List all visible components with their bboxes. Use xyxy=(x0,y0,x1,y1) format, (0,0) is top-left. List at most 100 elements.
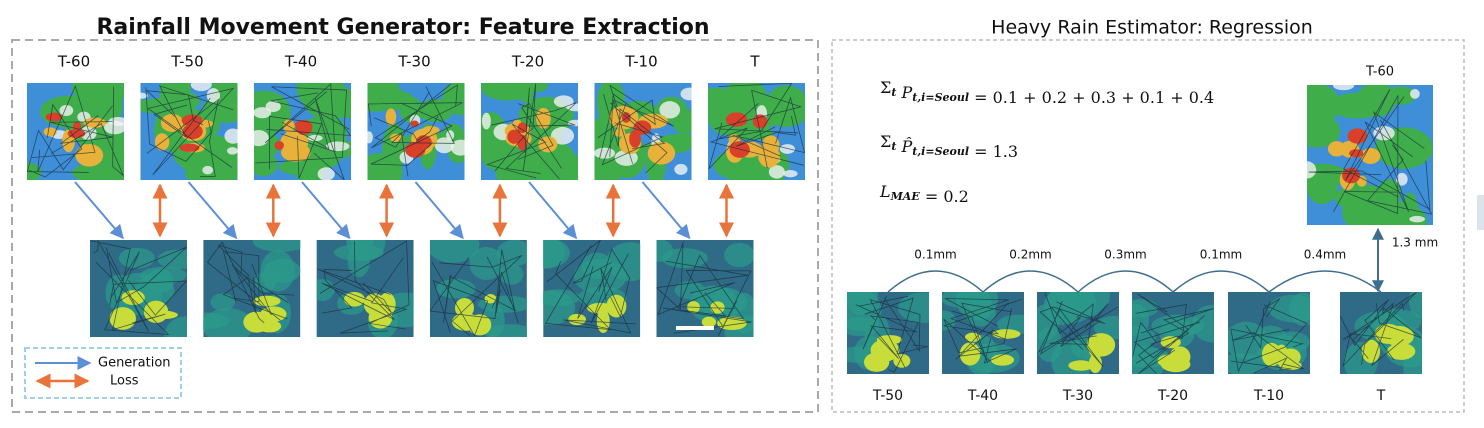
blob xyxy=(455,297,474,318)
predicted-image xyxy=(543,240,641,337)
predicted-image xyxy=(656,240,754,337)
blob xyxy=(317,167,335,180)
step-arc xyxy=(1268,270,1382,293)
equation-term: P̂ xyxy=(896,137,912,156)
predicted-image xyxy=(1340,292,1422,374)
blob xyxy=(307,134,323,142)
blob xyxy=(536,107,551,129)
generator-title: Rainfall Movement Generator: Feature Ext… xyxy=(96,15,709,40)
blob xyxy=(143,300,169,324)
step-label: 0.2mm xyxy=(1009,248,1051,262)
step-arc xyxy=(982,270,1079,293)
frame-label: T-30 xyxy=(1062,388,1093,404)
blob xyxy=(594,130,611,152)
map-layer xyxy=(656,240,754,337)
blob xyxy=(468,314,492,336)
legend-loss: Loss xyxy=(110,374,139,389)
border-lines xyxy=(316,240,410,334)
blob xyxy=(375,83,399,102)
equation-subscript: t xyxy=(891,86,896,99)
radar-image xyxy=(27,83,124,180)
blob xyxy=(140,92,148,99)
blob xyxy=(594,147,616,159)
blob xyxy=(697,287,748,317)
map-layer xyxy=(1340,292,1422,374)
blob xyxy=(260,306,287,322)
border-lines xyxy=(429,249,523,337)
equation-term: Σ xyxy=(880,132,891,151)
frame-label: T-60 xyxy=(57,53,90,71)
blob xyxy=(274,141,284,150)
blob xyxy=(629,130,641,148)
blob xyxy=(202,165,214,175)
radar-image xyxy=(1307,85,1433,225)
blob xyxy=(1347,128,1368,144)
blob xyxy=(1356,175,1367,187)
border-lines xyxy=(943,298,1022,364)
blob xyxy=(1228,321,1268,360)
blob xyxy=(1043,292,1082,325)
map-layer xyxy=(481,83,578,180)
blob xyxy=(725,112,748,127)
frame-label: T-50 xyxy=(872,388,903,404)
border-lines xyxy=(486,83,577,180)
blob xyxy=(254,153,278,176)
blob xyxy=(701,316,717,328)
blob xyxy=(647,141,676,165)
map-layer xyxy=(429,240,527,337)
frame-label: T xyxy=(749,53,760,71)
blob xyxy=(1373,126,1395,141)
radar-image xyxy=(708,83,805,180)
edge-tab xyxy=(1477,195,1484,230)
radar-image xyxy=(140,83,238,180)
equation-term: Σ xyxy=(880,78,891,97)
blob xyxy=(257,319,282,333)
equation-subscript: MAE xyxy=(890,190,921,203)
blob xyxy=(367,131,373,144)
frame-label: T-10 xyxy=(624,53,657,71)
generator-box xyxy=(11,39,819,413)
blob xyxy=(768,165,785,179)
blob xyxy=(990,354,1015,366)
blob xyxy=(436,278,476,299)
predicted-image xyxy=(90,240,187,337)
blob xyxy=(516,83,535,103)
equation-term: = 0.2 xyxy=(920,187,969,206)
blob xyxy=(59,104,74,117)
blob xyxy=(254,107,272,119)
blob xyxy=(723,242,754,268)
blob xyxy=(203,308,254,337)
blob xyxy=(567,119,578,127)
map-layer xyxy=(254,83,351,180)
blob xyxy=(429,240,480,264)
blob xyxy=(1410,88,1420,99)
map-layer xyxy=(140,83,238,180)
map-layer xyxy=(708,83,805,180)
map-layer xyxy=(1228,292,1310,374)
blob xyxy=(1396,172,1408,186)
border-lines xyxy=(367,84,463,177)
blob xyxy=(252,240,301,252)
predicted-image xyxy=(847,292,929,374)
frame-label: T-20 xyxy=(1157,388,1188,404)
blob xyxy=(224,128,238,144)
frame-label: T xyxy=(1376,388,1386,404)
blob xyxy=(265,100,281,113)
blob xyxy=(333,244,384,261)
blob xyxy=(295,119,313,135)
frame-label: T-20 xyxy=(511,53,544,71)
step-label: 0.1mm xyxy=(914,248,956,262)
blob xyxy=(568,313,587,326)
blob xyxy=(897,292,929,323)
blob xyxy=(295,168,326,180)
blob xyxy=(783,170,798,178)
equation: Σt Pt,i=Seoul = 0.1 + 0.2 + 0.3 + 0.1 + … xyxy=(880,78,1214,107)
border-lines xyxy=(255,83,351,180)
map-layer xyxy=(90,240,187,337)
blob xyxy=(45,112,63,122)
blob xyxy=(863,352,890,372)
blob xyxy=(964,332,981,343)
blob xyxy=(179,143,200,152)
blob xyxy=(633,120,652,135)
equation: LMAE = 0.2 xyxy=(879,182,969,206)
